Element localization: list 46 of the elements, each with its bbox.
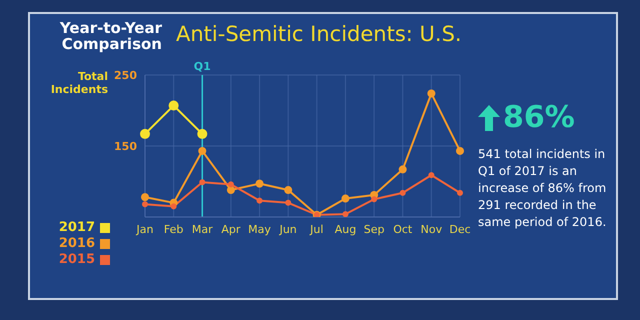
point bbox=[142, 201, 148, 208]
point bbox=[198, 146, 206, 155]
y-tick-label: 150 bbox=[114, 140, 138, 153]
legend-label: 2016 bbox=[58, 236, 95, 252]
point bbox=[199, 179, 206, 186]
point bbox=[341, 194, 350, 203]
point bbox=[284, 186, 292, 194]
ref-line-label: Q1 bbox=[194, 60, 211, 73]
y-axis-title: Total Incidents bbox=[50, 70, 108, 96]
x-tick-label: Mar bbox=[192, 222, 214, 236]
point bbox=[371, 196, 378, 202]
point bbox=[226, 186, 235, 194]
legend-label: 2015 bbox=[58, 252, 95, 268]
point bbox=[398, 165, 407, 174]
text: 86% bbox=[503, 100, 575, 135]
x-tick-label: Oct bbox=[393, 222, 413, 236]
x-tick-label: Apr bbox=[221, 222, 241, 236]
text: 541 total incidents in Q1 of 2017 is an increase of 86% from 291 recorded in the same period of 2016. bbox=[478, 146, 608, 231]
x-tick-label: Aug bbox=[334, 222, 356, 236]
point bbox=[400, 190, 406, 196]
legend-label: 2017 bbox=[58, 220, 95, 236]
point bbox=[170, 203, 177, 210]
point bbox=[256, 198, 263, 204]
chart-subtitle: Year-to-Year Comparison bbox=[58, 19, 162, 53]
x-tick-label: Jul bbox=[309, 222, 324, 236]
x-tick-label: Nov bbox=[420, 222, 443, 236]
point bbox=[457, 190, 463, 196]
x-tick-label: Jun bbox=[278, 222, 297, 236]
chart-title: Anti-Semitic Incidents: U.S. bbox=[176, 22, 462, 46]
point bbox=[456, 146, 464, 155]
point bbox=[428, 172, 434, 178]
point bbox=[197, 128, 208, 139]
point bbox=[342, 211, 348, 217]
x-tick-label: Dec bbox=[449, 222, 471, 236]
point bbox=[427, 89, 436, 98]
point bbox=[168, 100, 179, 111]
x-tick-label: Jan bbox=[136, 222, 154, 236]
x-tick-label: May bbox=[248, 222, 272, 236]
y-tick-label: 250 bbox=[114, 68, 138, 82]
point bbox=[285, 200, 292, 206]
x-tick-label: Sep bbox=[364, 222, 384, 236]
point bbox=[140, 128, 150, 139]
x-tick-label: Feb bbox=[164, 222, 184, 236]
point bbox=[141, 193, 149, 202]
point bbox=[256, 180, 264, 188]
point bbox=[228, 181, 234, 188]
